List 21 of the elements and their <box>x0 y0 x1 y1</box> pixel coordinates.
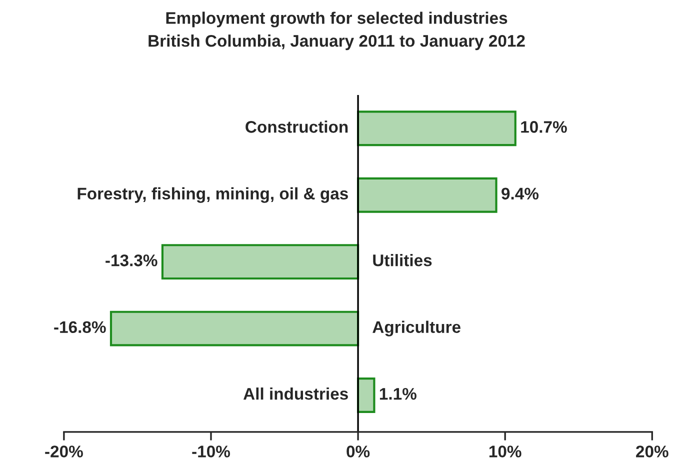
bar <box>356 110 516 146</box>
data-label: -16.8% <box>54 321 106 334</box>
y-tick-label: Construction <box>246 120 348 133</box>
x-tick-label: 20% <box>636 446 668 458</box>
chart-title: Employment growth for selected industries British Columbia, January 2011 to January 2012 <box>148 12 525 50</box>
x-tick-label: -10% <box>192 446 230 458</box>
x-tick-label: -20% <box>45 446 83 458</box>
data-label: 1.1% <box>380 388 416 400</box>
x-tick-label: 0% <box>346 446 370 458</box>
y-tick-label: Forestry, fishing, mining, oil & gas <box>78 187 348 203</box>
y-tick-label: All industries <box>243 387 348 400</box>
bar <box>110 310 360 346</box>
data-label: 10.7% <box>521 121 567 133</box>
y-tick-label: Agriculture <box>372 320 460 336</box>
bar <box>161 244 360 280</box>
data-label: 9.4% <box>502 188 539 200</box>
bar <box>356 378 376 413</box>
x-tick-label: 10% <box>489 446 522 458</box>
y-tick-label: Utilities <box>373 254 432 266</box>
data-label: -13.3% <box>106 254 158 266</box>
bar <box>356 177 498 213</box>
